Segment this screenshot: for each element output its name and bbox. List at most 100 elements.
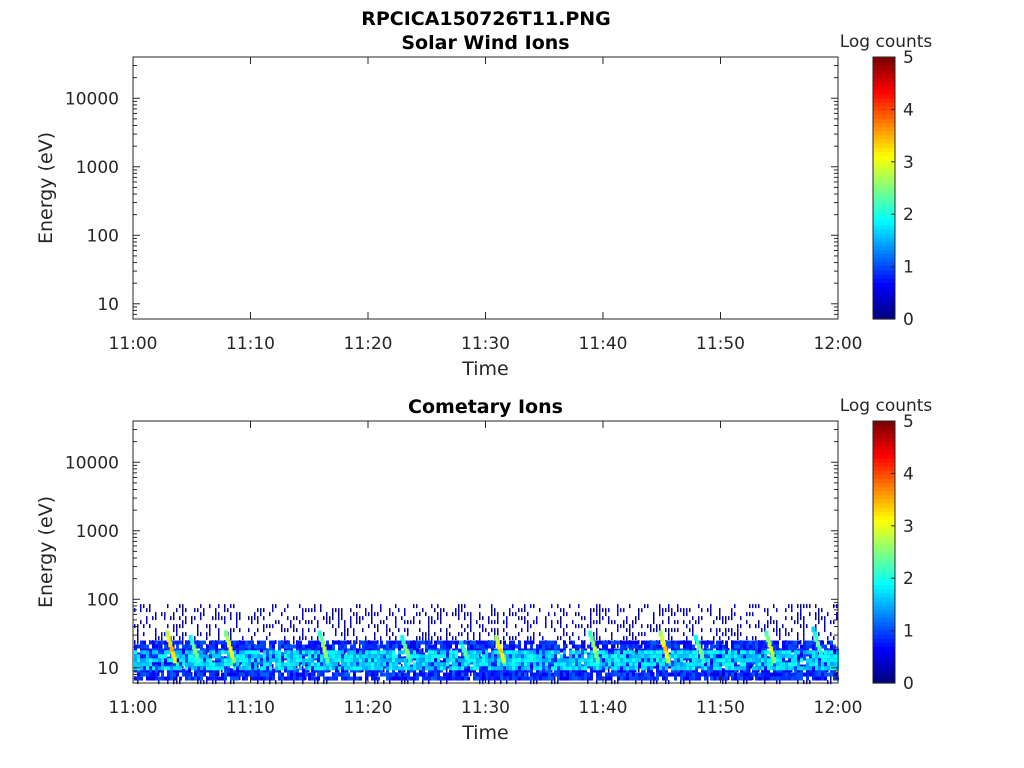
heatmap-cell (617, 604, 619, 609)
heatmap-cell (614, 620, 616, 625)
heatmap-cell (380, 662, 383, 667)
heatmap-cell (557, 664, 560, 669)
heatmap-cell (137, 668, 140, 673)
heatmap-cell (698, 604, 700, 609)
heatmap-cell (185, 656, 188, 661)
heatmap-cell (263, 666, 266, 671)
heatmap-cell (458, 658, 461, 663)
heatmap-cell (269, 640, 272, 645)
heatmap-cell (413, 680, 415, 685)
heatmap-cell (737, 658, 740, 663)
heatmap-cell (827, 662, 830, 667)
heatmap-cell (662, 612, 664, 617)
y-tick-label: 1000 (76, 522, 119, 542)
heatmap-cell (482, 644, 485, 649)
heatmap-cell (716, 672, 719, 677)
heatmap-cell (173, 672, 176, 677)
heatmap-cell (137, 636, 139, 641)
heatmap-cell (218, 632, 220, 637)
heatmap-cell (689, 662, 692, 667)
heatmap-cell (536, 654, 539, 659)
heatmap-cell (467, 662, 470, 667)
heatmap-cell (233, 680, 235, 685)
heatmap-cell (572, 632, 574, 637)
heatmap-cell (239, 658, 242, 663)
heatmap-burst-cell (494, 635, 499, 641)
heatmap-cell (761, 644, 764, 649)
heatmap-cell (785, 632, 787, 637)
heatmap-cell (617, 624, 619, 629)
heatmap-cell (689, 620, 691, 625)
heatmap-cell (440, 616, 442, 621)
heatmap-cell (329, 666, 332, 671)
heatmap-cell (635, 666, 638, 671)
heatmap-cell (629, 676, 632, 681)
heatmap-cell (350, 668, 353, 673)
heatmap-cell (335, 608, 337, 613)
heatmap-cell (746, 664, 749, 669)
heatmap-cell (806, 672, 809, 677)
heatmap-cell (725, 672, 728, 677)
heatmap-cell (239, 644, 242, 649)
heatmap-cell (716, 662, 719, 667)
heatmap-cell (524, 676, 527, 681)
heatmap-cell (470, 660, 473, 665)
heatmap-cell (824, 620, 826, 625)
heatmap-cell (143, 632, 145, 637)
heatmap-cell (737, 636, 739, 641)
heatmap-cell (251, 650, 254, 655)
heatmap-cell (194, 640, 197, 645)
colorbar-segment (873, 629, 895, 635)
heatmap-cell (266, 672, 269, 677)
heatmap-cell (794, 672, 797, 677)
heatmap-cell (632, 648, 634, 653)
heatmap-burst-cell (814, 636, 819, 643)
heatmap-cell (530, 676, 533, 681)
heatmap-cell (689, 680, 691, 685)
heatmap-cell (224, 620, 226, 625)
heatmap-cell (629, 668, 632, 673)
heatmap-cell (653, 656, 656, 661)
heatmap-cell (410, 620, 412, 625)
heatmap-cell (452, 666, 455, 671)
heatmap-cell (494, 644, 496, 649)
heatmap-cell (539, 668, 542, 673)
heatmap-cell (779, 672, 782, 677)
heatmap-cell (374, 668, 377, 673)
heatmap-cell (134, 650, 137, 655)
heatmap-cell (656, 676, 659, 681)
heatmap-cell (827, 650, 830, 655)
heatmap-cell (824, 616, 826, 621)
heatmap-cell (278, 640, 281, 645)
heatmap-cell (194, 666, 197, 671)
heatmap-cell (476, 650, 479, 655)
heatmap-cell (506, 624, 508, 629)
heatmap-cell (713, 650, 716, 655)
heatmap-cell (653, 654, 656, 659)
heatmap-cell (473, 640, 476, 645)
heatmap-cell (782, 644, 785, 649)
heatmap-cell (503, 664, 506, 669)
heatmap-cell (239, 666, 242, 671)
heatmap-cell (251, 654, 254, 659)
heatmap-cell (659, 608, 661, 613)
heatmap-cell (719, 612, 721, 617)
heatmap-burst-cell (325, 657, 330, 664)
heatmap-cell (392, 632, 394, 637)
heatmap-cell (359, 676, 362, 681)
heatmap-cell (638, 644, 641, 649)
heatmap-cell (191, 666, 194, 671)
heatmap-cell (401, 666, 404, 671)
heatmap-cell (653, 644, 656, 649)
heatmap-cell (320, 658, 323, 663)
heatmap-cell (761, 668, 764, 673)
heatmap-cell (797, 640, 800, 645)
heatmap-cell (797, 676, 800, 681)
heatmap-cell (611, 648, 614, 653)
heatmap-cell (731, 672, 734, 677)
heatmap-cell (263, 640, 266, 645)
heatmap-cell (749, 672, 752, 677)
heatmap-cell (731, 616, 733, 621)
heatmap-cell (158, 644, 161, 649)
heatmap-cell (668, 680, 670, 685)
